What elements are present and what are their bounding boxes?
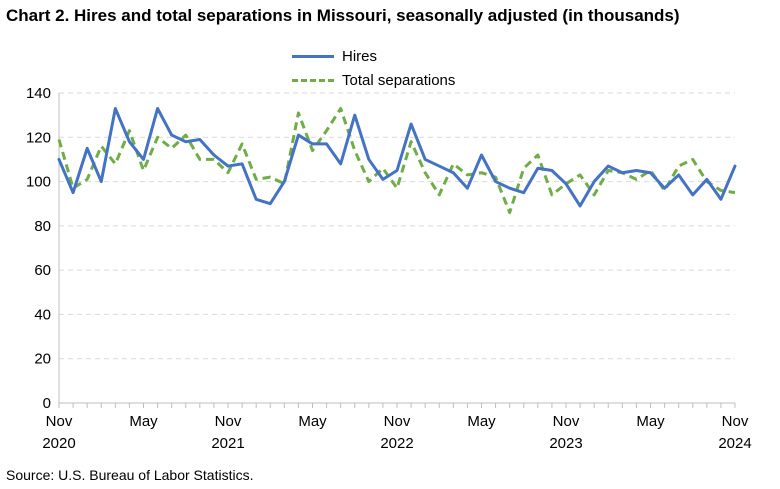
y-tick-label-40: 40: [34, 306, 51, 323]
y-tick-label-140: 140: [26, 85, 51, 102]
x-tick-label-year-2021: 2021: [211, 435, 244, 452]
y-tick-label-20: 20: [34, 351, 51, 368]
x-tick-label-month: May: [467, 413, 496, 430]
legend-label-total-separations: Total separations: [342, 71, 456, 89]
x-tick-label-year-2020: 2020: [42, 435, 75, 452]
y-tick-label-60: 60: [34, 262, 51, 279]
series-line-hires: [57, 107, 737, 208]
y-tick-label-120: 120: [26, 129, 51, 146]
legend-item-total-separations: Total separations: [292, 68, 455, 92]
chart-title: Chart 2. Hires and total separations in …: [6, 6, 680, 25]
x-tick-label-month: Nov: [384, 413, 411, 430]
series-line-total-separations: [57, 107, 736, 215]
y-axis-tick-labels: 0 20 40 60 80 100 120 140: [26, 85, 51, 412]
x-tick-label-year-2024: 2024: [718, 435, 751, 452]
x-axis-tick-labels: Nov 2020 May Nov 2021 May Nov 2022 May Nov 2023 May…: [42, 413, 751, 452]
x-tick-label-month: May: [298, 413, 327, 430]
y-tick-label-0: 0: [43, 395, 51, 412]
x-tick-label-year-2023: 2023: [549, 435, 582, 452]
y-tick-label-100: 100: [26, 174, 51, 191]
x-tick-label-month: Nov: [46, 413, 73, 430]
x-tick-label-year-2022: 2022: [380, 435, 413, 452]
legend-item-hires: Hires: [292, 44, 455, 68]
series-lines: [57, 107, 737, 215]
x-tick-label-month: Nov: [215, 413, 242, 430]
x-tick-label-month: Nov: [553, 413, 580, 430]
gridlines: [59, 92, 735, 360]
legend: Hires Total separations: [292, 44, 455, 92]
legend-swatch-hires: [292, 54, 334, 58]
axes: [58, 93, 736, 408]
y-tick-label-80: 80: [34, 218, 51, 235]
x-tick-label-month: May: [129, 413, 158, 430]
legend-label-hires: Hires: [342, 47, 378, 65]
source-note: Source: U.S. Bureau of Labor Statistics.: [6, 467, 254, 483]
x-tick-label-month: May: [636, 413, 665, 430]
legend-swatch-total-separations: [292, 78, 334, 82]
x-tick-label-month: Nov: [722, 413, 749, 430]
